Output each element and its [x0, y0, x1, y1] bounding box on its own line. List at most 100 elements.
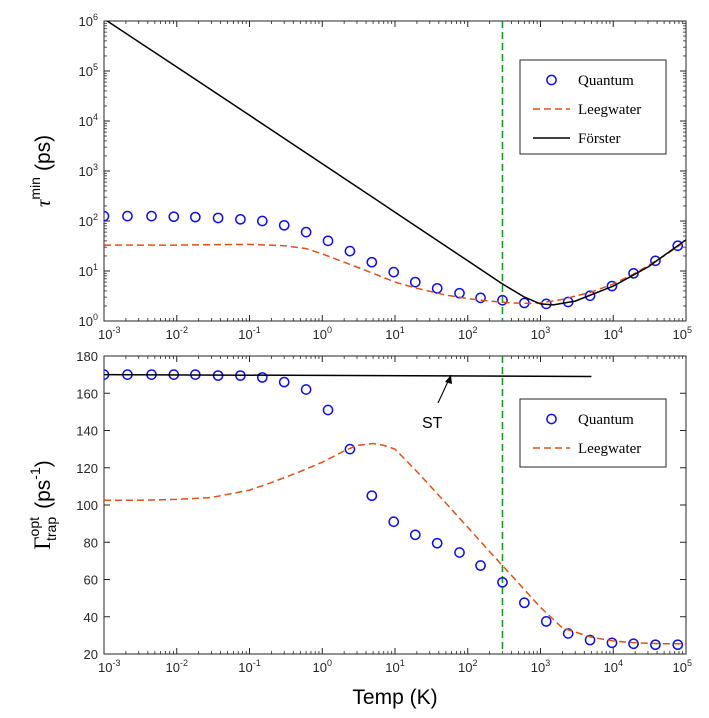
y-tick-label: 60 — [84, 573, 98, 588]
point-quantum — [366, 256, 378, 268]
st-annotation: ST — [422, 374, 452, 432]
legend-label: Quantum — [578, 412, 634, 428]
point-quantum — [454, 287, 465, 299]
point-quantum — [650, 255, 661, 267]
panel-1: 10-3 10-2 10-1 100 101 102 103 104 105 100 101 102 1… — [27, 12, 692, 342]
point-quantum — [388, 516, 400, 528]
line-frster — [105, 21, 686, 306]
x-tick-label: 104 — [604, 658, 623, 675]
panel-2: 10-3 10-2 10-1 100 101 102 103 104 105 20 40 60 80 10… — [26, 349, 692, 709]
point-quantum — [672, 639, 684, 651]
point-quantum — [235, 213, 246, 225]
y-tick-label: 20 — [84, 647, 98, 662]
point-quantum — [540, 616, 552, 627]
x-tick-label: 100 — [313, 325, 332, 342]
point-quantum — [606, 637, 618, 649]
point-quantum — [366, 490, 378, 502]
point-quantum — [475, 292, 486, 304]
legend-box — [519, 398, 667, 468]
x-tick-label: 102 — [458, 658, 477, 675]
point-quantum — [278, 376, 290, 388]
point-quantum — [322, 235, 334, 247]
x-tick-label: 101 — [385, 658, 404, 675]
point-quantum — [212, 212, 224, 224]
legend-marker-quantum — [546, 413, 557, 425]
y-tick-label: 180 — [76, 349, 98, 364]
st-arrowhead — [445, 375, 452, 384]
y-tick-label: 106 — [79, 12, 98, 29]
x-tick-label: 100 — [313, 658, 332, 675]
plot-area — [104, 356, 686, 654]
point-quantum — [628, 638, 639, 650]
x-tick-label: 10-2 — [166, 325, 188, 342]
legend-label: Leegwater — [578, 441, 641, 457]
point-quantum — [409, 529, 421, 541]
point-quantum — [168, 211, 180, 223]
point-quantum — [475, 560, 486, 571]
y-tick-label: 160 — [76, 386, 98, 401]
y-tick-label: 102 — [79, 212, 98, 229]
point-quantum — [104, 210, 110, 222]
y-tick-label: 80 — [84, 535, 98, 550]
point-quantum — [146, 210, 157, 222]
point-quantum — [322, 404, 334, 416]
x-tick-label: 105 — [673, 325, 692, 342]
point-quantum — [497, 294, 508, 306]
point-quantum — [344, 245, 356, 257]
y-tick-label: 140 — [76, 424, 98, 439]
point-quantum — [256, 372, 268, 383]
x-tick-label: 104 — [604, 325, 623, 342]
point-quantum — [497, 576, 508, 588]
point-quantum — [300, 384, 312, 395]
point-quantum — [122, 210, 133, 222]
line-leegwater — [104, 240, 686, 305]
y-tick-label: 120 — [76, 461, 98, 476]
point-quantum — [388, 266, 400, 278]
point-quantum — [431, 537, 443, 549]
point-quantum — [584, 634, 596, 646]
legend-marker-quantum — [546, 74, 557, 86]
point-quantum — [606, 280, 618, 292]
axes-box — [103, 20, 687, 322]
point-quantum — [344, 443, 356, 455]
x-tick-label: 10-1 — [238, 325, 260, 342]
point-quantum — [650, 639, 661, 651]
point-quantum — [256, 215, 268, 227]
x-axis-label: Temp (K) — [352, 686, 437, 709]
x-tick-label: 103 — [531, 658, 550, 675]
point-quantum — [519, 597, 530, 609]
point-quantum — [431, 282, 443, 294]
y-tick-label: 100 — [76, 498, 98, 513]
line-st — [104, 373, 592, 378]
point-quantum — [454, 547, 465, 558]
point-quantum — [584, 290, 596, 302]
point-quantum — [409, 276, 421, 288]
x-tick-label: 10-3 — [98, 658, 120, 675]
legend-bottom: Quantum Leegwater — [519, 398, 667, 468]
point-quantum — [562, 628, 574, 639]
x-tick-label: 103 — [531, 325, 550, 342]
y-tick-label: 40 — [84, 610, 98, 625]
y-axis-label-bottom: Γopttrap(ps-1) — [26, 460, 59, 550]
y-tick-label: 103 — [79, 162, 98, 179]
x-tick-label: 101 — [385, 325, 404, 342]
y-tick-label: 105 — [79, 62, 98, 79]
axes-box — [103, 355, 687, 655]
y-tick-label: 100 — [79, 312, 98, 329]
x-tick-label: 105 — [673, 658, 692, 675]
y-tick-label: 104 — [79, 112, 98, 129]
legend-top: Quantum Leegwater Förster — [519, 59, 667, 155]
point-quantum — [672, 240, 684, 252]
x-tick-label: 10-3 — [98, 325, 120, 342]
legend-label: Quantum — [578, 73, 634, 89]
x-tick-label: 10-1 — [238, 658, 260, 675]
line-leegwater — [104, 442, 686, 645]
st-label: ST — [422, 415, 443, 432]
point-quantum — [189, 211, 201, 223]
point-quantum — [278, 219, 290, 231]
x-tick-label: 10-2 — [166, 658, 188, 675]
x-tick-label: 102 — [458, 325, 477, 342]
y-tick-label: 101 — [79, 262, 98, 279]
legend-label: Förster — [578, 131, 621, 147]
